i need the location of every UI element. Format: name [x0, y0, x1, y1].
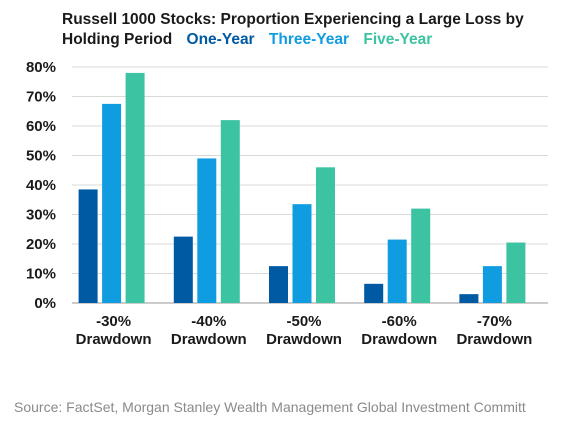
y-tick-label: 20%	[26, 236, 56, 253]
title-line-1: Russell 1000 Stocks: Proportion Experien…	[62, 11, 524, 28]
x-category-label: -50% Drawdown	[266, 313, 342, 348]
bar-five-year-4	[506, 242, 526, 303]
legend-five-year: Five-Year	[363, 31, 433, 48]
y-tick-label: 60%	[26, 118, 56, 135]
title-line-2: Holding Period	[62, 31, 173, 48]
bar-three-year-4	[482, 266, 502, 303]
bar-five-year-2	[316, 167, 335, 303]
bar-five-year-0	[125, 72, 145, 304]
x-category-label: -40% Drawdown	[171, 313, 247, 348]
legend-three-year: Three-Year	[268, 31, 350, 48]
y-tick-label: 40%	[26, 177, 56, 194]
legend-one-year: One-Year	[186, 31, 255, 48]
y-tick-label: 30%	[26, 207, 56, 224]
bar-three-year-2	[292, 204, 312, 303]
bar-three-year-1	[197, 158, 217, 303]
x-category-label: -70% Drawdown	[456, 313, 532, 348]
bar-one-year-3	[364, 283, 384, 303]
y-tick-label: 10%	[26, 266, 56, 283]
bar-five-year-3	[411, 208, 431, 303]
x-category-label: -30% Drawdown	[76, 313, 152, 348]
y-tick-label: 0%	[34, 295, 56, 312]
y-tick-label: 80%	[26, 59, 56, 76]
bar-one-year-0	[78, 189, 98, 303]
bar-one-year-4	[459, 294, 479, 303]
y-tick-label: 70%	[26, 89, 56, 106]
x-category-label: -60% Drawdown	[361, 313, 437, 348]
bar-one-year-2	[269, 266, 288, 303]
source-note: Source: FactSet, Morgan Stanley Wealth M…	[14, 399, 526, 415]
bar-three-year-3	[387, 239, 407, 303]
bar-one-year-1	[173, 236, 193, 303]
chart-title: Russell 1000 Stocks: Proportion Experien…	[62, 10, 562, 50]
bar-three-year-0	[102, 103, 122, 303]
bar-five-year-1	[220, 120, 240, 303]
y-tick-label: 50%	[26, 148, 56, 165]
